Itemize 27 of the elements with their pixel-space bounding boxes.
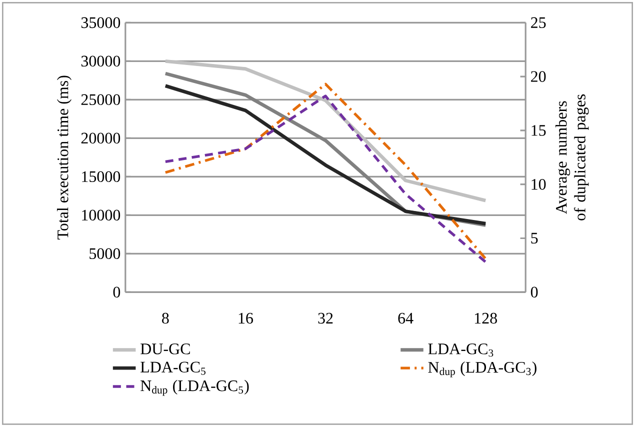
y-tick-label: 35000 bbox=[81, 17, 120, 28]
x-tick-label: 16 bbox=[238, 312, 253, 324]
y-tick-label: 25000 bbox=[81, 94, 120, 106]
y2-axis-title: Average numbers of duplicated pages bbox=[555, 94, 589, 220]
y2-tick-label: 15 bbox=[532, 125, 546, 136]
y-tick-label: 0 bbox=[113, 286, 120, 298]
y2-tick-label: 10 bbox=[532, 179, 546, 190]
y-axis-title: Total execution time (ms) bbox=[56, 76, 72, 240]
y-tick-label: 5000 bbox=[90, 248, 120, 260]
legend-label: DU-GC bbox=[140, 344, 190, 354]
y2-tick-label: 5 bbox=[531, 232, 538, 244]
line-series bbox=[164, 60, 488, 202]
y2-tick-label: 0 bbox=[530, 286, 538, 298]
legend-label: LDA-GC$_{5}$ bbox=[140, 362, 206, 375]
x-tick-label: 8 bbox=[162, 312, 169, 324]
y2-tick-label: 25 bbox=[531, 17, 546, 28]
x-tick-label: 64 bbox=[398, 312, 414, 324]
x-tick-label: 128 bbox=[474, 312, 497, 324]
y-tick-label: 20000 bbox=[81, 132, 120, 144]
legend-label: LDA-GC$_{3}$ bbox=[428, 344, 494, 357]
legend-label: N$_{dup}$ (LDA-GC$_{5}$) bbox=[140, 380, 249, 396]
y-tick-label: 15000 bbox=[82, 171, 120, 182]
y-tick-label: 30000 bbox=[81, 56, 120, 67]
y-tick-label: 10000 bbox=[82, 210, 120, 221]
y2-tick-label: 20 bbox=[531, 71, 546, 82]
legend-label: N$_{dup}$ (LDA-GC$_{3}$) bbox=[428, 362, 536, 378]
x-tick-label: 32 bbox=[318, 312, 333, 324]
